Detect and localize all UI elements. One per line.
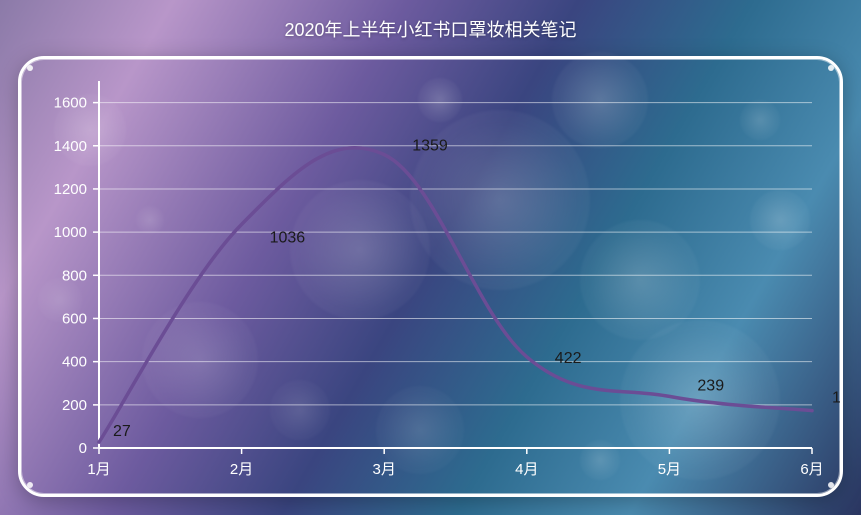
x-tick-label: 3月 <box>373 461 396 478</box>
point-value-label: 173 <box>832 390 840 407</box>
x-tick-label: 2月 <box>230 461 253 478</box>
chart-title: 2020年上半年小红书口罩妆相关笔记 <box>0 16 861 42</box>
point-value-label: 422 <box>555 350 582 367</box>
point-value-label: 1036 <box>270 229 306 246</box>
frame-corner-dot <box>27 65 33 71</box>
x-tick-label: 4月 <box>515 461 538 478</box>
frame-corner-dot <box>828 65 834 71</box>
x-tick-label: 5月 <box>658 461 681 478</box>
point-value-label: 1359 <box>412 138 448 155</box>
y-tick-label: 200 <box>62 397 87 414</box>
y-tick-label: 400 <box>62 354 87 371</box>
y-tick-label: 1600 <box>54 95 87 112</box>
x-tick-label: 6月 <box>800 461 823 478</box>
y-tick-label: 0 <box>79 440 87 457</box>
y-tick-label: 1400 <box>54 138 87 155</box>
y-tick-label: 1000 <box>54 224 87 241</box>
y-tick-label: 600 <box>62 310 87 327</box>
plot-area: 0 200 400 600 800 1000 1200 1400 1600 1月 2月 3月 4月 5月 6… <box>21 59 840 494</box>
y-tick-label: 1200 <box>54 181 87 198</box>
frame-corner-dot <box>27 482 33 488</box>
y-tick-label: 800 <box>62 267 87 284</box>
point-value-label: 27 <box>113 423 131 440</box>
frame-corner-dot <box>828 482 834 488</box>
line-chart: 0 200 400 600 800 1000 1200 1400 1600 1月 2月 3月 4月 5月 6… <box>21 59 840 494</box>
plot-frame: 0 200 400 600 800 1000 1200 1400 1600 1月 2月 3月 4月 5月 6… <box>18 56 843 497</box>
data-line <box>99 148 812 442</box>
point-value-label: 239 <box>697 377 724 394</box>
x-tick-label: 1月 <box>87 461 110 478</box>
